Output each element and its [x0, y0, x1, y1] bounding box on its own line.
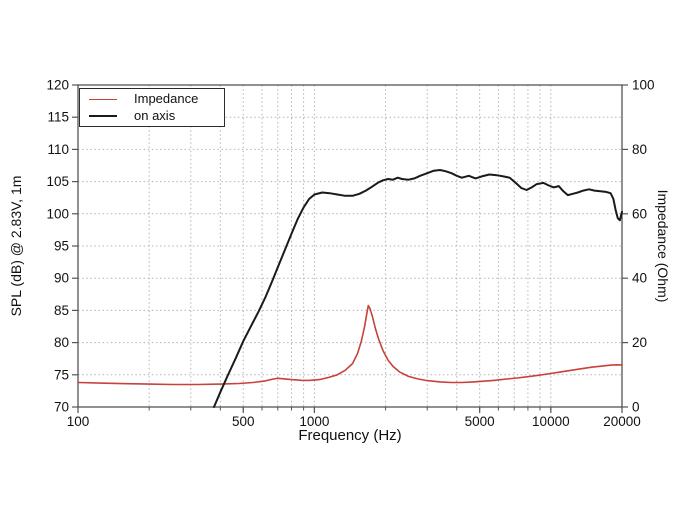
impedance-line-swatch: [89, 98, 117, 100]
y-right-tick-label: 60: [632, 206, 647, 221]
x-axis-title: Frequency (Hz): [298, 427, 402, 444]
legend-item-on-axis: on axis: [89, 108, 218, 124]
on-axis-line-swatch: [89, 114, 117, 117]
legend-item-impedance: Impedance: [89, 91, 218, 107]
y-axis-right-title: Impedance (Ohm): [655, 189, 671, 303]
y-left-tick-label: 85: [54, 303, 69, 318]
y-left-tick-label: 90: [54, 271, 69, 286]
y-left-tick-label: 70: [54, 400, 69, 415]
legend-label-impedance: Impedance: [134, 91, 199, 107]
y-left-tick-label: 120: [46, 78, 69, 93]
y-right-tick-label: 40: [632, 271, 647, 286]
x-tick-label: 5000: [465, 414, 495, 429]
x-tick-label: 1000: [299, 414, 329, 429]
y-left-tick-label: 95: [54, 239, 69, 254]
y-right-tick-label: 80: [632, 142, 647, 157]
y-right-tick-label: 20: [632, 335, 647, 350]
y-left-tick-label: 75: [54, 367, 69, 382]
y-left-tick-label: 80: [54, 335, 69, 350]
x-tick-label: 10000: [532, 414, 570, 429]
x-tick-label: 20000: [603, 414, 641, 429]
chart-legend: Impedance on axis: [79, 88, 225, 127]
legend-label-on-axis: on axis: [134, 107, 176, 123]
y-right-tick-label: 100: [632, 78, 655, 93]
y-left-tick-label: 100: [46, 206, 69, 221]
y-left-tick-label: 105: [46, 174, 69, 189]
y-left-tick-label: 115: [47, 110, 69, 125]
y-left-tick-label: 110: [47, 142, 69, 157]
series-line-impedance: [77, 304, 623, 386]
x-tick-label: 100: [67, 414, 90, 429]
y-axis-left-title: SPL (dB) @ 2.83V, 1m: [8, 175, 24, 317]
x-tick-label: 500: [232, 414, 255, 429]
series-line-on-axis: [213, 169, 623, 408]
y-right-tick-label: 0: [632, 400, 640, 415]
